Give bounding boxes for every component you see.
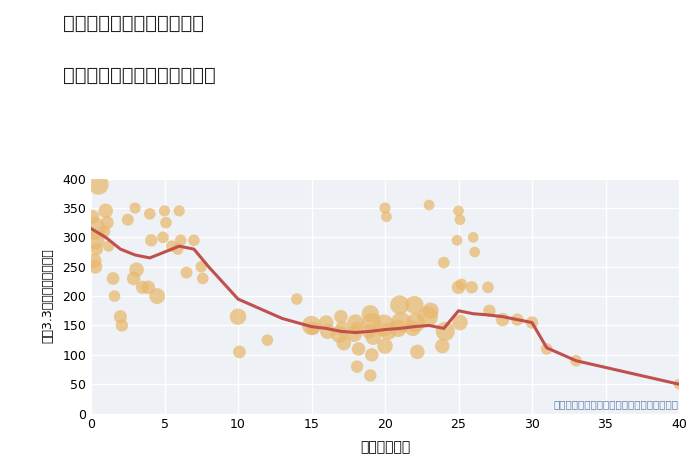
Point — [456, 281, 467, 288]
Point — [146, 236, 157, 244]
Point — [453, 207, 464, 215]
Point — [351, 363, 363, 370]
Point — [484, 307, 495, 314]
Point — [188, 236, 199, 244]
Point — [353, 345, 364, 352]
Point — [144, 210, 155, 218]
Point — [109, 292, 120, 300]
Point — [512, 316, 523, 323]
Point — [122, 216, 133, 224]
Point — [363, 328, 374, 335]
Point — [466, 283, 477, 291]
Point — [378, 322, 389, 329]
Point — [102, 219, 113, 227]
Point — [382, 328, 393, 335]
Point — [108, 274, 119, 282]
Point — [197, 274, 209, 282]
Point — [175, 236, 186, 244]
Point — [395, 319, 407, 326]
Point — [90, 236, 101, 244]
Point — [130, 204, 141, 212]
Point — [469, 248, 480, 256]
Point — [351, 325, 363, 332]
Point — [306, 322, 317, 329]
Point — [151, 292, 162, 300]
Point — [262, 337, 273, 344]
Point — [454, 319, 466, 326]
Point — [334, 330, 345, 338]
Point — [338, 339, 349, 347]
Point — [88, 225, 99, 232]
Point — [160, 219, 172, 227]
Point — [673, 381, 685, 388]
Point — [87, 213, 98, 220]
Point — [407, 325, 419, 332]
Point — [99, 228, 110, 235]
Point — [454, 216, 466, 224]
Point — [452, 236, 463, 244]
Point — [424, 201, 435, 209]
Text: 円の大きさは、取引のあった物件面積を示す: 円の大きさは、取引のあった物件面積を示す — [554, 399, 679, 409]
Point — [91, 245, 102, 253]
Point — [497, 316, 508, 323]
Point — [438, 259, 449, 266]
Y-axis label: 坪（3.3㎡）単価（万円）: 坪（3.3㎡）単価（万円） — [41, 249, 54, 344]
Point — [322, 328, 333, 335]
Point — [440, 328, 451, 335]
Point — [103, 243, 114, 250]
Text: 神奈川県横浜市中区初音町: 神奈川県横浜市中区初音町 — [63, 14, 204, 33]
Point — [159, 207, 170, 215]
Point — [379, 204, 391, 212]
Point — [234, 348, 245, 356]
Point — [349, 330, 360, 338]
Point — [167, 243, 178, 250]
Text: 築年数別中古マンション価格: 築年数別中古マンション価格 — [63, 66, 216, 85]
Point — [172, 245, 183, 253]
Point — [425, 307, 436, 314]
Point — [350, 319, 361, 326]
Point — [337, 325, 348, 332]
Point — [181, 269, 192, 276]
Point — [393, 325, 404, 332]
X-axis label: 築年数（年）: 築年数（年） — [360, 440, 410, 454]
Point — [422, 313, 433, 321]
Point — [366, 319, 377, 326]
Point — [143, 283, 154, 291]
Point — [174, 207, 185, 215]
Point — [136, 283, 148, 291]
Point — [409, 301, 420, 309]
Point — [115, 313, 126, 321]
Point — [482, 283, 493, 291]
Point — [379, 342, 391, 350]
Point — [116, 322, 127, 329]
Point — [394, 301, 405, 309]
Point — [335, 313, 346, 321]
Point — [195, 263, 207, 271]
Point — [128, 274, 139, 282]
Point — [291, 295, 302, 303]
Point — [100, 207, 111, 215]
Point — [232, 313, 244, 321]
Point — [90, 263, 101, 271]
Point — [92, 181, 104, 188]
Point — [368, 334, 379, 341]
Point — [365, 372, 376, 379]
Point — [410, 319, 421, 326]
Point — [468, 234, 479, 241]
Point — [541, 345, 552, 352]
Point — [158, 234, 169, 241]
Point — [453, 283, 464, 291]
Point — [321, 319, 332, 326]
Point — [131, 266, 142, 274]
Point — [412, 348, 423, 356]
Point — [88, 257, 99, 265]
Point — [365, 310, 376, 318]
Point — [381, 213, 392, 220]
Point — [437, 342, 448, 350]
Point — [526, 319, 538, 326]
Point — [570, 357, 582, 365]
Point — [366, 351, 377, 359]
Point — [307, 325, 318, 332]
